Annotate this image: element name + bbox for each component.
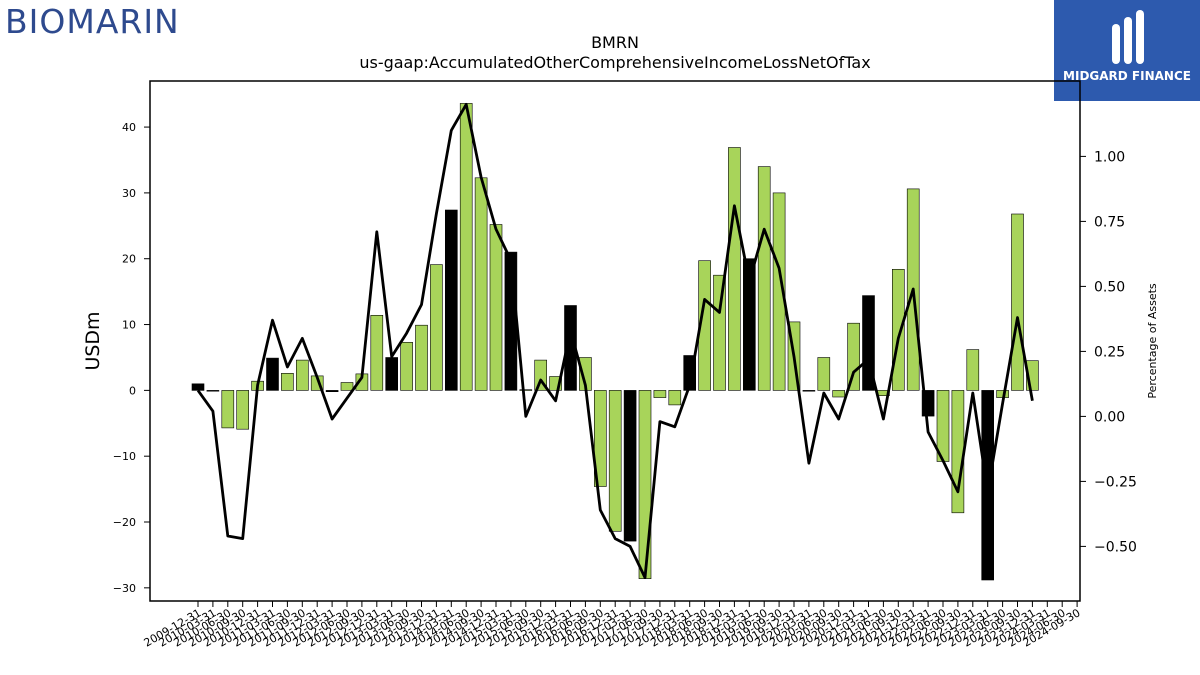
y-tick-label: −30 — [113, 582, 136, 595]
y2-tick-label: 0.00 — [1094, 409, 1125, 425]
right-y-axis: −0.50 −0.25 0.00 0.25 0.50 0.75 1.00 — [1080, 149, 1137, 555]
bar — [802, 390, 816, 392]
bar — [623, 390, 637, 542]
y2-tick-label: 1.00 — [1094, 149, 1125, 165]
y-tick-label: 20 — [122, 253, 136, 266]
y-tick-label: 30 — [122, 187, 136, 200]
bar — [966, 349, 980, 391]
bar — [817, 357, 831, 391]
percentage-line — [196, 103, 1034, 579]
y2-tick-label: 0.25 — [1094, 344, 1125, 360]
bar — [847, 322, 860, 391]
y2-tick-label: 0.50 — [1094, 279, 1125, 295]
bar — [400, 341, 413, 391]
chart-subtitle: us-gaap:AccumulatedOtherComprehensiveInc… — [359, 53, 870, 72]
line-series — [196, 103, 1034, 579]
bar — [832, 390, 846, 398]
bar — [772, 192, 786, 391]
midgard-finance-logo: MIDGARD FINANCE — [1054, 0, 1200, 101]
x-axis: 2009-12-312010-03-312010-06-302010-09-30… — [142, 601, 1083, 650]
bar — [1011, 213, 1024, 391]
bar — [668, 390, 682, 406]
bar — [951, 390, 965, 514]
bar — [191, 383, 205, 391]
midgard-emblem-icon — [1112, 10, 1144, 64]
bar — [593, 390, 607, 487]
bar — [608, 390, 622, 532]
bar — [698, 260, 711, 391]
y2-tick-label: −0.50 — [1094, 539, 1137, 555]
bar — [742, 258, 756, 391]
bar — [295, 359, 309, 391]
bar — [206, 390, 220, 392]
bar — [459, 103, 473, 391]
bar — [281, 372, 294, 391]
bar — [325, 390, 339, 392]
y2-tick-label: −0.25 — [1094, 474, 1137, 490]
y2-tick-label: 0.75 — [1094, 214, 1125, 230]
bar-series — [191, 103, 1039, 581]
biomarin-logo-text: BIOMARIN — [5, 2, 180, 41]
y-tick-label: 10 — [122, 319, 136, 332]
bar — [385, 357, 399, 391]
y-tick-label: −10 — [113, 450, 136, 463]
bar — [430, 264, 443, 391]
y-tick-label: 40 — [122, 121, 136, 134]
bar — [891, 268, 905, 391]
y-tick-label: 0 — [129, 384, 136, 397]
bar — [266, 357, 279, 391]
bar — [474, 177, 488, 391]
midgard-finance-logo-text: MIDGARD FINANCE — [1063, 69, 1191, 83]
bar — [444, 209, 458, 391]
y-tick-label: −20 — [113, 516, 136, 529]
chart-title: BMRN — [591, 33, 639, 52]
bar — [236, 390, 249, 430]
bar — [638, 390, 652, 579]
biomarin-logo: BIOMARIN — [5, 2, 180, 41]
bar — [757, 166, 771, 391]
y-axis-label: USDm — [82, 311, 104, 370]
bar — [221, 390, 235, 429]
bar — [519, 389, 533, 391]
bar — [489, 224, 503, 391]
left-y-axis: −30 −20 −10 0 10 20 30 40 — [113, 121, 150, 595]
bar — [728, 147, 741, 391]
bar — [653, 390, 667, 398]
bar — [713, 274, 726, 391]
bar — [415, 324, 428, 391]
y2-axis-label: Percentage of Assets — [1146, 283, 1159, 399]
bar — [340, 382, 354, 391]
bar — [370, 314, 384, 391]
